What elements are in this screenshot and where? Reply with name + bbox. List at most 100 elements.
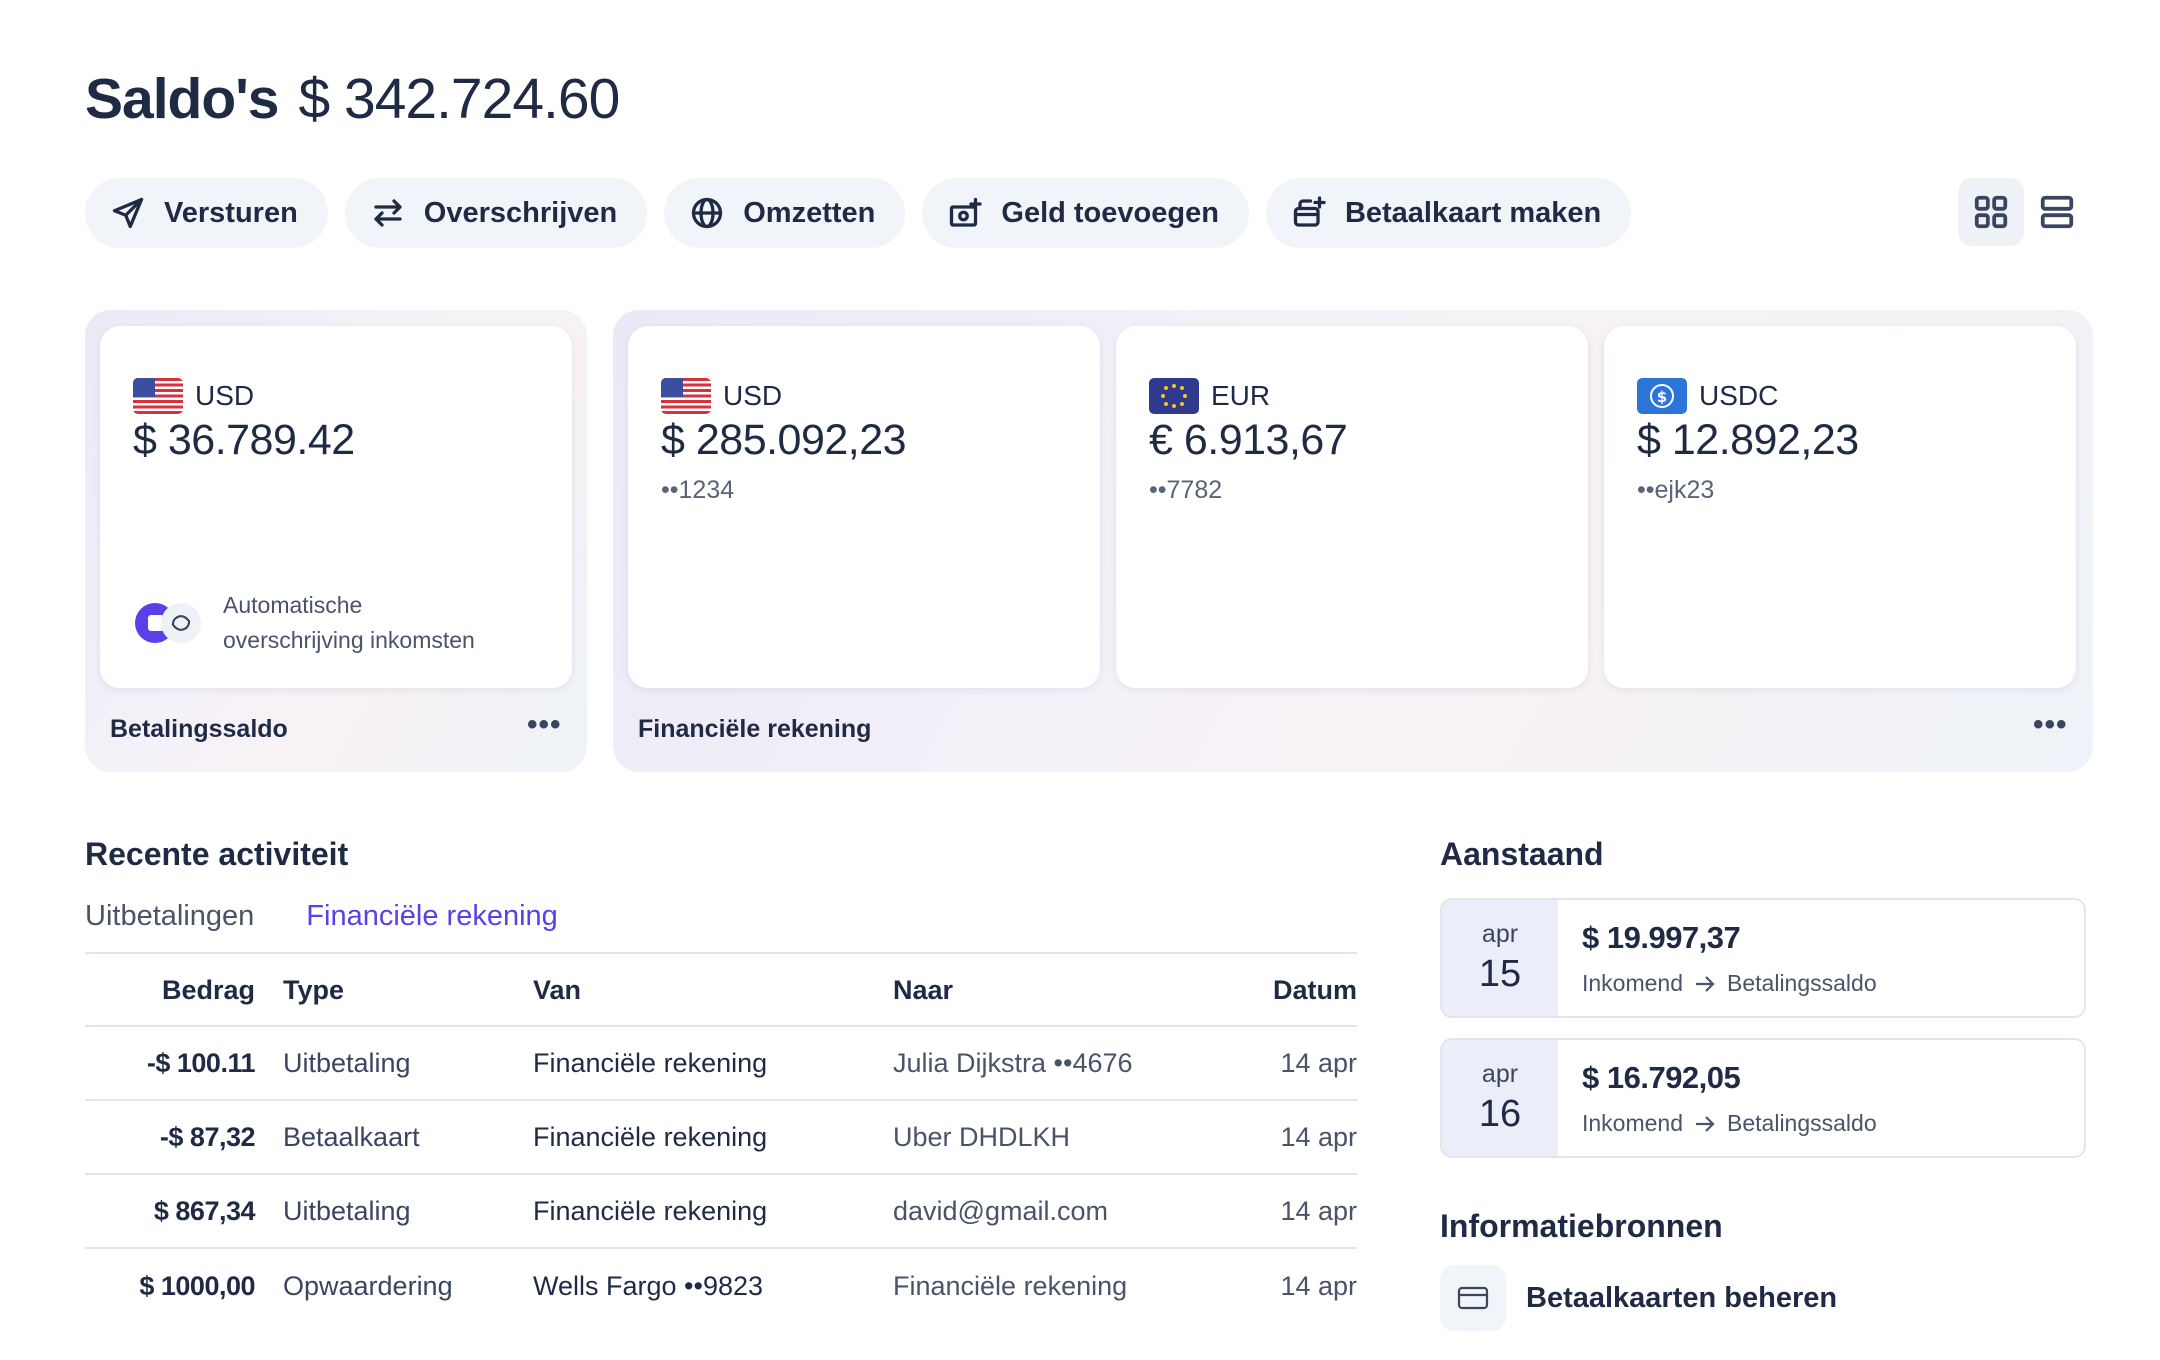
column-header: Naar [893,974,954,1005]
add-money-button[interactable]: Geld toevoegen [922,178,1249,248]
auto-transfer-icon [133,599,203,647]
from-cell: Wells Fargo ••9823 [533,1270,764,1301]
to-cell: Uber DHDLKH [893,1121,1071,1152]
type-cell: Betaalkaart [283,1121,420,1152]
list-view-button[interactable] [2024,178,2090,246]
create-card-button[interactable]: Betaalkaart maken [1265,178,1632,248]
globe-icon [692,197,723,229]
pending-from: Inkomend [1582,1110,1684,1136]
table-row[interactable]: $ 867,34 Uitbetaling Financiële rekening… [85,1175,1357,1249]
account-number: ••7782 [1149,476,1223,504]
transfer-button-label: Overschrijven [423,196,618,229]
payment-balance-card[interactable]: USD $ 36.789.42 Automatische overschrijv… [100,326,572,688]
pending-date: apr 15 [1442,900,1558,1016]
table-row[interactable]: $ 1000,00 Opwaardering Wells Fargo ••982… [85,1249,1357,1323]
to-cell: david@gmail.com [893,1195,1108,1226]
more-options-button[interactable]: ••• [527,708,562,741]
currency-code: USDC [1699,380,1779,411]
date-cell: 14 apr [1280,1047,1357,1078]
pending-item[interactable]: apr 15 $ 19.997,37 Inkomend Betalingssal… [1440,898,2086,1018]
amount-cell: -$ 87,32 [159,1121,256,1152]
type-cell: Uitbetaling [283,1195,411,1226]
amount-cell: $ 867,34 [153,1195,256,1226]
pending-to: Betalingssaldo [1727,1110,1877,1136]
grid-view-button[interactable] [1958,178,2024,246]
column-header: Type [283,974,345,1005]
column-header: Bedrag [161,974,255,1005]
list-view-icon [2040,195,2074,229]
from-cell: Financiële rekening [533,1047,768,1078]
date-cell: 14 apr [1280,1121,1357,1152]
transfer-button[interactable]: Overschrijven [344,178,648,248]
more-options-button[interactable]: ••• [2033,708,2068,741]
date-cell: 14 apr [1280,1270,1357,1301]
manage-cards-link[interactable]: Betaalkaarten beheren [1440,1265,1837,1331]
send-icon [112,197,144,229]
auto-transfer-line2: overschrijving inkomsten [223,627,475,653]
tabs-divider [85,952,1357,954]
pending-month: apr [1481,1060,1519,1088]
pending-item[interactable]: apr 16 $ 16.792,05 Inkomend Betalingssal… [1440,1038,2086,1158]
balance-amount: € 6.913,67 [1149,416,1348,464]
action-bar: Versturen Overschrijven Omzetten Geld to… [85,178,1632,248]
activity-table: Bedrag Type Van Naar Datum -$ 100.11 Uit… [85,955,1357,1323]
currency-code: USD [723,380,783,411]
tab-payouts[interactable]: Uitbetalingen [85,900,255,932]
currency-code: EUR [1211,380,1271,411]
page-title: Saldo's [85,67,279,131]
tab-financial-account[interactable]: Financiële rekening [306,900,558,932]
eu-flag-icon [1149,378,1199,414]
account-number: ••ejk23 [1637,476,1715,504]
currency-label: USD [133,378,254,414]
arrow-right-icon [1696,1115,1715,1132]
pending-amount: $ 16.792,05 [1582,1060,1741,1095]
convert-button[interactable]: Omzetten [664,178,906,248]
add-money-icon [950,197,983,227]
pending-date: apr 16 [1442,1040,1558,1156]
type-cell: Opwaardering [283,1270,453,1301]
amount-cell: -$ 100.11 [146,1047,256,1078]
activity-tabs: Uitbetalingen Financiële rekening [85,900,558,933]
activity-title: Recente activiteit [85,836,349,872]
balance-amount: $ 12.892,23 [1637,416,1859,464]
balance-amount: $ 285.092,23 [661,416,907,464]
card-icon-box [1440,1265,1506,1331]
pending-day: 15 [1478,953,1522,995]
account-number: ••1234 [661,476,735,504]
date-cell: 14 apr [1280,1195,1357,1226]
total-balance: $ 342.724.60 [298,67,620,131]
from-cell: Financiële rekening [533,1121,768,1152]
create-card-icon [1293,196,1326,227]
auto-transfer-status[interactable]: Automatische overschrijving inkomsten [133,588,475,658]
from-cell: Financiële rekening [533,1195,768,1226]
pending-amount: $ 19.997,37 [1582,920,1741,955]
balance-amount: $ 36.789.42 [133,416,355,464]
pending-to: Betalingssaldo [1727,970,1877,996]
payment-balance-group: USD $ 36.789.42 Automatische overschrijv… [85,310,587,772]
column-header: Van [533,974,582,1005]
send-button-label: Versturen [164,196,298,229]
manage-cards-label: Betaalkaarten beheren [1526,1281,1838,1314]
create-card-button-label: Betaalkaart maken [1344,196,1602,229]
transfer-icon [374,199,402,227]
type-cell: Uitbetaling [283,1047,411,1078]
account-card-eur[interactable]: EUR € 6.913,67 ••7782 [1116,326,1588,688]
financial-account-group: USD $ 285.092,23 ••1234 EUR € 6.913,67 •… [613,310,2093,772]
currency-label: $ USDC [1637,378,1778,414]
usdc-icon: $ [1637,378,1687,414]
resources-title: Informatiebronnen [1440,1208,1723,1244]
pending-from: Inkomend [1582,970,1684,996]
account-card-usd[interactable]: USD $ 285.092,23 ••1234 [628,326,1100,688]
card-icon [1457,1286,1489,1310]
pending-title: Aanstaand [1440,836,1604,872]
currency-label: EUR [1149,378,1270,414]
table-row[interactable]: -$ 87,32 Betaalkaart Financiële rekening… [85,1101,1357,1175]
table-row[interactable]: -$ 100.11 Uitbetaling Financiële rekenin… [85,1027,1357,1101]
to-cell: Julia Dijkstra ••4676 [893,1047,1133,1078]
account-card-usdc[interactable]: $ USDC $ 12.892,23 ••ejk23 [1604,326,2076,688]
arrow-right-icon [1696,975,1715,992]
table-header: Bedrag Type Van Naar Datum [85,955,1357,1027]
group-label: Betalingssaldo [110,715,288,743]
grid-view-icon [1974,195,2008,229]
send-button[interactable]: Versturen [85,178,328,248]
